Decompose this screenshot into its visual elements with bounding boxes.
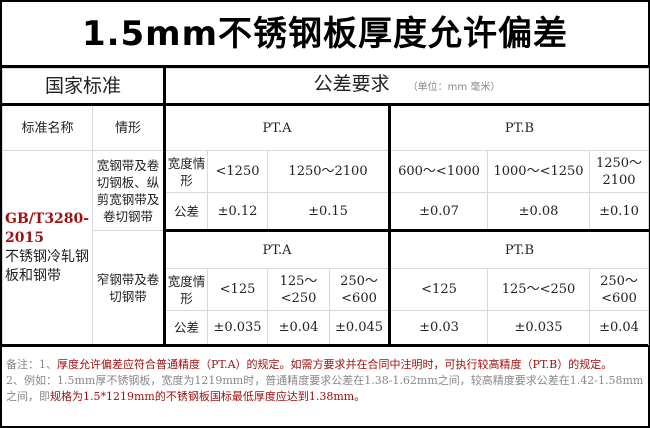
width-cell: <125 [388,268,489,311]
standard-code: GB/T3280-2015 [5,210,90,246]
tolerance-cell: ±0.12 [207,192,269,232]
tolerance-label: 公差 [163,192,209,232]
note-1-text: 厚度允许偏差应符合普通精度（PT.A）的规定。如需方要求并在合同中注明时，可执行… [57,358,613,371]
page-title: 1.5mm不锈钢板厚度允许偏差 [2,2,648,68]
unit-note: （单位：mm 毫米） [407,82,501,93]
width-cell: 250～<600 [589,268,650,311]
tolerance-cell: ±0.035 [207,310,269,345]
tolerance-table: 国家标准 公差要求 （单位：mm 毫米） 标准名称 情形 PT.A PT.B GB… [1,68,650,345]
width-cell: 1250～2100 [589,150,650,193]
width-cell: 600～<1000 [388,150,489,193]
pta-header: PT.A [163,104,391,151]
width-cell: 1250～2100 [267,150,391,193]
tolerance-cell: ±0.07 [388,192,489,232]
pta-subheader: PT.A [163,230,391,269]
width-cell: 1000～<1250 [487,150,591,193]
standard-title: 不锈钢冷轧钢板和钢带 [5,248,89,284]
wide-strip-label: 宽钢带及卷切钢板、纵剪宽钢带及卷切钢带 [91,150,166,231]
tolerance-cell: ±0.15 [267,192,391,232]
tolerance-cell: ±0.04 [589,310,650,345]
national-standard-header: 国家标准 [1,68,166,106]
width-cell: <1250 [207,150,269,193]
standard-name-header: 标准名称 [2,104,93,151]
width-cell: 250～<600 [329,268,391,311]
situation-header: 情形 [91,104,166,151]
note-2-text: 2、例如：1.5mm厚不锈钢板，宽度为1219mm时，普通精度要求公差在1.38… [6,374,644,403]
width-label: 宽度情形 [163,150,209,193]
width-cell: <125 [207,268,269,311]
note-2-highlight: 规格为1.5*1219mm的不锈钢板国标最低厚度应达到1.38mm。 [50,390,366,403]
tolerance-cell: ±0.10 [589,192,650,232]
width-cell: 125～<250 [487,268,591,311]
tolerance-cell: ±0.045 [329,310,391,345]
ptb-subheader: PT.B [388,230,650,269]
tolerance-header-label: 公差要求 [313,73,390,95]
width-label: 宽度情形 [163,268,209,311]
narrow-strip-label: 窄钢带及卷切钢带 [91,230,166,345]
tolerance-label: 公差 [163,310,209,345]
tolerance-cell: ±0.08 [487,192,591,232]
tolerance-cell: ±0.035 [487,310,591,345]
tolerance-header: 公差要求 （单位：mm 毫米） [163,68,650,106]
tolerance-cell: ±0.04 [267,310,331,345]
note-1-prefix: 备注：1、 [6,358,57,371]
tolerance-cell: ±0.03 [388,310,489,345]
width-cell: 125～<250 [267,268,331,311]
standard-cell: GB/T3280-2015 不锈钢冷轧钢板和钢带 [2,150,93,345]
ptb-header: PT.B [388,104,650,151]
notes: 备注：1、厚度允许偏差应符合普通精度（PT.A）的规定。如需方要求并在合同中注明… [2,344,648,426]
